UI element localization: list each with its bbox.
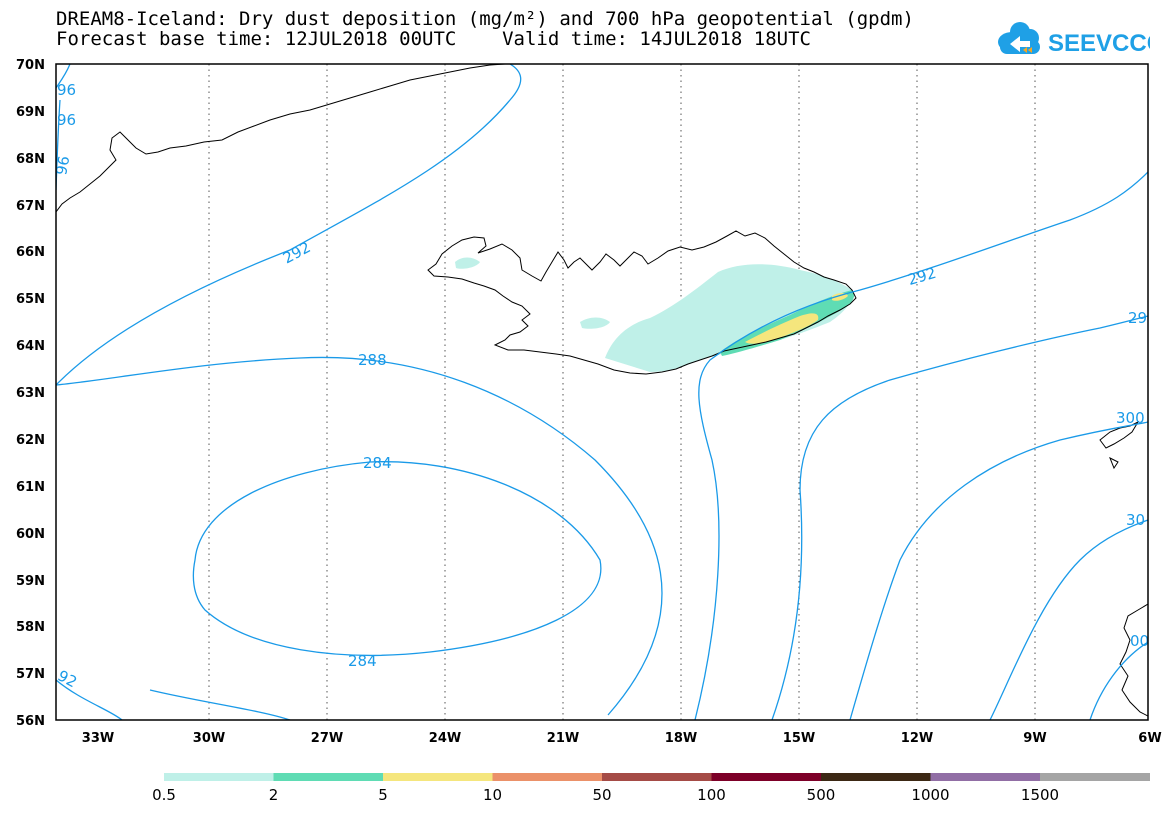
label-30-east: 30 <box>1126 511 1145 529</box>
geopotential-contours <box>56 64 1148 720</box>
contour-296-nw <box>56 64 71 89</box>
legend-swatch <box>1040 773 1150 781</box>
dust-area-light <box>605 264 853 372</box>
label-00-east: 00 <box>1130 632 1149 650</box>
lon-label: 21W <box>547 731 579 746</box>
legend-label: 2 <box>269 786 279 804</box>
lon-label: 6W <box>1138 731 1161 746</box>
lat-label: 59N <box>16 574 45 589</box>
legend-label: 100 <box>697 786 726 804</box>
lat-label: 62N <box>16 433 45 448</box>
dust-area-light-nw <box>455 257 480 269</box>
contour-304 <box>989 519 1148 720</box>
legend-label: 1500 <box>1021 786 1059 804</box>
lat-label: 57N <box>16 667 45 682</box>
coast-greenland <box>56 64 506 213</box>
seevccc-logo: SEEVCCC <box>998 22 1150 57</box>
lon-labels: 33W 30W 27W 24W 21W 18W 15W 12W 9W 6W <box>82 731 1162 746</box>
lon-label: 15W <box>783 731 815 746</box>
legend-swatch <box>602 773 712 781</box>
lon-label: 12W <box>901 731 933 746</box>
legend-label: 500 <box>807 786 836 804</box>
label-29-east: 29 <box>1128 309 1147 327</box>
lat-label: 56N <box>16 714 45 729</box>
legend-swatch <box>383 773 493 781</box>
legend-swatch <box>492 773 603 781</box>
legend-swatch <box>164 773 274 781</box>
legend-label: 10 <box>483 786 502 804</box>
legend-swatch <box>711 773 822 781</box>
label-96-b: 96 <box>57 111 76 129</box>
contour-labels: 292 288 284 284 292 96 96 96 92 29 300 3… <box>52 81 1149 691</box>
logo-text: SEEVCCC <box>1048 30 1150 57</box>
coast-faroe <box>1099 420 1140 470</box>
lon-label: 24W <box>429 731 461 746</box>
coast-scotland <box>1119 603 1148 717</box>
lon-label: 27W <box>311 731 343 746</box>
lat-label: 64N <box>16 339 45 354</box>
cloud-logo-icon <box>998 22 1040 54</box>
lat-labels: 70N 69N 68N 67N 66N 65N 64N 63N 62N 61N … <box>16 58 45 729</box>
legend-swatch <box>930 773 1041 781</box>
label-284-bottom: 284 <box>348 652 377 670</box>
lat-label: 68N <box>16 152 45 167</box>
lat-label: 69N <box>16 105 45 120</box>
label-96-c: 96 <box>52 155 73 177</box>
lat-label: 60N <box>16 527 45 542</box>
contour-292-south <box>56 679 123 720</box>
legend-swatch <box>821 773 931 781</box>
lon-label: 9W <box>1023 731 1046 746</box>
dust-deposition-shading <box>455 257 855 372</box>
lat-label: 67N <box>16 199 45 214</box>
map-frame <box>55 63 1149 721</box>
lat-label: 66N <box>16 245 45 260</box>
contour-288-outer <box>56 356 663 716</box>
legend-swatch <box>273 773 384 781</box>
legend-label: 50 <box>592 786 611 804</box>
contour-296 <box>771 315 1148 720</box>
lat-label: 58N <box>16 620 45 635</box>
lon-label: 33W <box>82 731 114 746</box>
contour-284-inner <box>192 461 602 656</box>
map-title-line2: Forecast base time: 12JUL2018 00UTC Vali… <box>56 28 811 50</box>
label-92-sw: 92 <box>55 667 80 692</box>
label-300-east: 300 <box>1116 409 1145 427</box>
lat-label: 61N <box>16 480 45 495</box>
dust-area-light-west <box>580 317 610 329</box>
legend-label: 1000 <box>911 786 949 804</box>
lon-gridlines <box>208 64 1036 720</box>
lon-label: 30W <box>193 731 225 746</box>
label-284-top: 284 <box>363 454 392 472</box>
coast-iceland <box>427 230 857 375</box>
label-96-a: 96 <box>57 81 76 99</box>
label-292-west: 292 <box>280 238 314 267</box>
lat-label: 70N <box>16 58 45 73</box>
lat-label: 63N <box>16 386 45 401</box>
contour-288-south <box>149 689 291 720</box>
label-288: 288 <box>358 351 387 369</box>
coastlines <box>56 64 1148 717</box>
map-title-line1: DREAM8-Iceland: Dry dust deposition (mg/… <box>56 8 914 30</box>
lat-label: 65N <box>16 292 45 307</box>
label-292-east: 292 <box>906 264 938 289</box>
color-legend: 0.5 2 5 10 50 100 500 1000 1500 <box>152 773 1150 804</box>
legend-label: 0.5 <box>152 786 176 804</box>
contour-292 <box>56 64 522 386</box>
dust-area-high <box>745 313 819 344</box>
lon-label: 18W <box>665 731 697 746</box>
contour-308 <box>1089 641 1148 720</box>
legend-label: 5 <box>378 786 388 804</box>
contour-292-east <box>694 171 1148 720</box>
contour-300 <box>849 421 1148 720</box>
